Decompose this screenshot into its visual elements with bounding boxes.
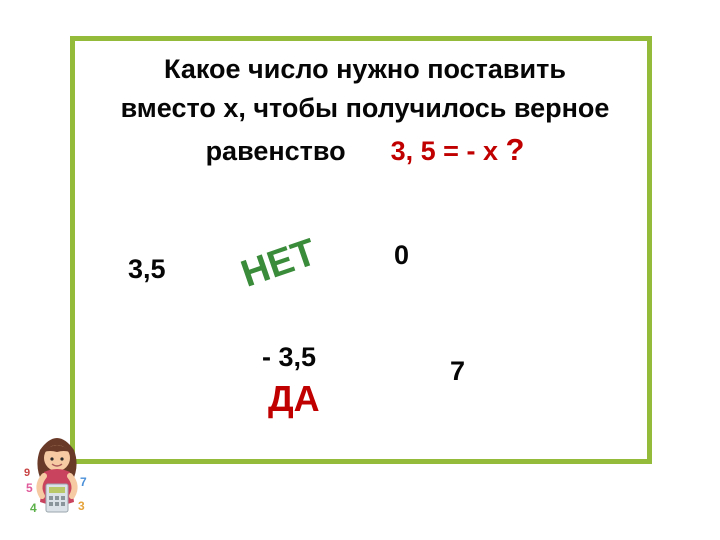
option-c[interactable]: - 3,5 [262, 342, 316, 373]
option-d[interactable]: 7 [450, 356, 465, 387]
question-line3-plain: равенство [206, 136, 346, 166]
question-line1: Какое число нужно поставить [164, 54, 566, 84]
girl-illustration-icon: 5 7 4 3 9 [22, 432, 92, 518]
question-line2: вместо х, чтобы получилось верное [121, 93, 610, 123]
question-mark: ? [505, 132, 524, 167]
feedback-yes: ДА [268, 378, 320, 420]
svg-text:3: 3 [78, 499, 85, 513]
option-a[interactable]: 3,5 [128, 254, 166, 285]
svg-text:5: 5 [26, 481, 33, 495]
option-b[interactable]: 0 [394, 240, 409, 271]
svg-text:4: 4 [30, 501, 37, 515]
question-text: Какое число нужно поставить вместо х, чт… [85, 50, 645, 173]
svg-text:7: 7 [80, 475, 87, 489]
question-equation: 3, 5 = - х [391, 136, 498, 166]
svg-text:9: 9 [24, 467, 30, 479]
